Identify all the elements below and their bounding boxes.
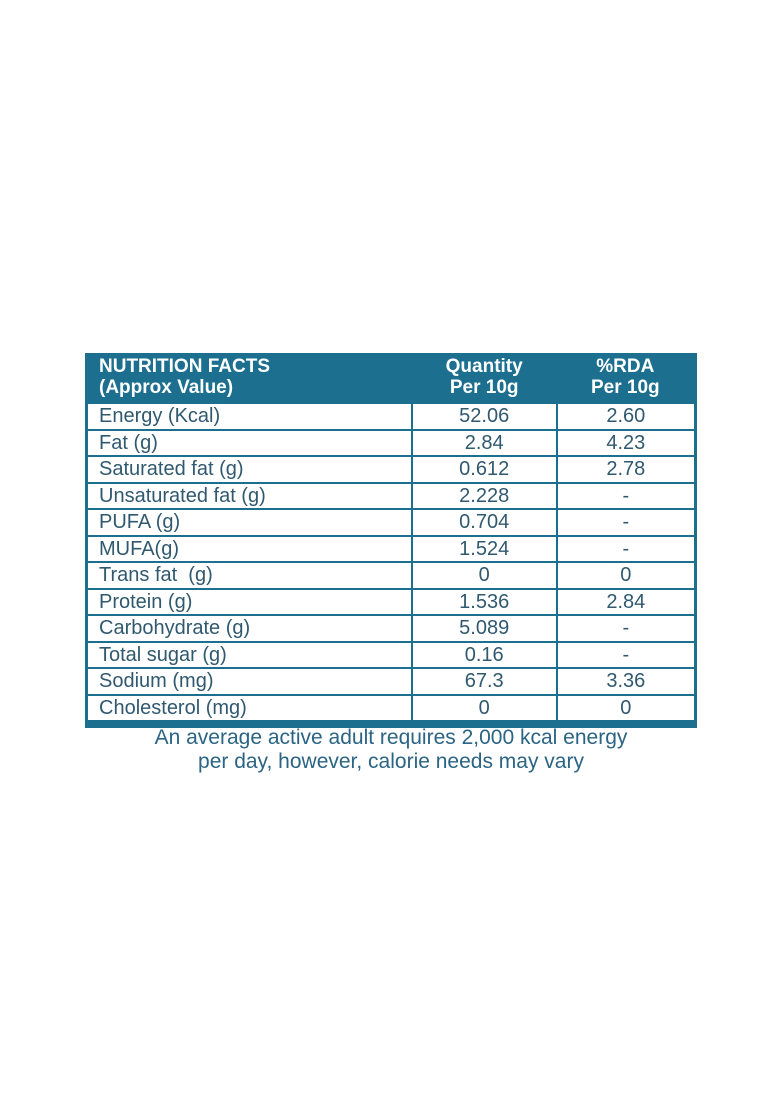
table-row-cholesterol: Cholesterol (mg) 0 0 bbox=[86, 693, 696, 725]
nutrient-rda: 2.84 bbox=[555, 587, 696, 616]
nutrient-label: Energy (Kcal) bbox=[86, 402, 413, 431]
table-row-protein: Protein (g) 1.536 2.84 bbox=[86, 587, 696, 616]
nutrition-table: NUTRITION FACTS (Approx Value) Quantity … bbox=[85, 353, 697, 728]
nutrient-rda: 0 bbox=[555, 693, 696, 725]
nutrient-quantity: 0 bbox=[410, 561, 558, 590]
header-quantity-line1: Quantity bbox=[445, 356, 523, 377]
nutrient-rda: 2.60 bbox=[555, 402, 696, 431]
nutrient-rda: 3.36 bbox=[555, 667, 696, 696]
header-title-line2: (Approx Value) bbox=[99, 377, 234, 398]
table-row-mufa: MUFA(g) 1.524 - bbox=[86, 534, 696, 563]
nutrient-quantity: 0.704 bbox=[410, 508, 558, 537]
nutrient-label: Fat (g) bbox=[86, 428, 413, 457]
table-row-saturated-fat: Saturated fat (g) 0.612 2.78 bbox=[86, 455, 696, 484]
nutrient-quantity: 0.16 bbox=[410, 640, 558, 669]
header-rda-line1: %RDA bbox=[596, 356, 655, 377]
nutrient-quantity: 5.089 bbox=[410, 614, 558, 643]
header-nutrition-facts: NUTRITION FACTS (Approx Value) bbox=[86, 353, 412, 403]
nutrient-quantity: 0.612 bbox=[410, 455, 558, 484]
nutrient-quantity: 67.3 bbox=[410, 667, 558, 696]
table-row-fat: Fat (g) 2.84 4.23 bbox=[86, 428, 696, 457]
nutrient-rda: 0 bbox=[555, 561, 696, 590]
header-rda-line2: Per 10g bbox=[590, 377, 660, 398]
nutrient-label: PUFA (g) bbox=[86, 508, 413, 537]
table-row-pufa: PUFA (g) 0.704 - bbox=[86, 508, 696, 537]
table-row-total-sugar: Total sugar (g) 0.16 - bbox=[86, 640, 696, 669]
nutrient-label: Carbohydrate (g) bbox=[86, 614, 413, 643]
nutrient-quantity: 52.06 bbox=[410, 402, 558, 431]
nutrient-rda: - bbox=[555, 614, 696, 643]
nutrient-quantity: 0 bbox=[410, 693, 558, 725]
table-row-trans-fat: Trans fat (g) 0 0 bbox=[86, 561, 696, 590]
disclaimer-line1: An average active adult requires 2,000 k… bbox=[154, 726, 628, 749]
nutrient-rda: - bbox=[555, 640, 696, 669]
table-body: Energy (Kcal) 52.06 2.60 Fat (g) 2.84 4.… bbox=[86, 402, 696, 725]
header-quantity: Quantity Per 10g bbox=[411, 353, 557, 403]
nutrient-label: Protein (g) bbox=[86, 587, 413, 616]
nutrient-label: Saturated fat (g) bbox=[86, 455, 413, 484]
nutrient-label: Sodium (mg) bbox=[86, 667, 413, 696]
nutrient-label: Cholesterol (mg) bbox=[86, 693, 413, 725]
nutrient-quantity: 2.228 bbox=[410, 481, 558, 510]
nutrient-quantity: 1.524 bbox=[410, 534, 558, 563]
header-title-line1: NUTRITION FACTS bbox=[99, 356, 270, 377]
nutrient-quantity: 1.536 bbox=[410, 587, 558, 616]
nutrient-rda: - bbox=[555, 508, 696, 537]
nutrient-label: Trans fat (g) bbox=[86, 561, 413, 590]
table-row-sodium: Sodium (mg) 67.3 3.36 bbox=[86, 667, 696, 696]
nutrition-facts-panel: NUTRITION FACTS (Approx Value) Quantity … bbox=[85, 353, 697, 728]
nutrient-label: Total sugar (g) bbox=[86, 640, 413, 669]
header-rda: %RDA Per 10g bbox=[556, 353, 696, 403]
nutrient-quantity: 2.84 bbox=[410, 428, 558, 457]
table-row-unsaturated-fat: Unsaturated fat (g) 2.228 - bbox=[86, 481, 696, 510]
table-header-row: NUTRITION FACTS (Approx Value) Quantity … bbox=[86, 353, 696, 403]
table-row-carbohydrate: Carbohydrate (g) 5.089 - bbox=[86, 614, 696, 643]
nutrient-rda: 2.78 bbox=[555, 455, 696, 484]
nutrient-rda: 4.23 bbox=[555, 428, 696, 457]
nutrient-label: Unsaturated fat (g) bbox=[86, 481, 413, 510]
table-header: NUTRITION FACTS (Approx Value) Quantity … bbox=[86, 353, 696, 403]
header-quantity-line2: Per 10g bbox=[449, 377, 519, 398]
nutrient-label: MUFA(g) bbox=[86, 534, 413, 563]
calorie-disclaimer: An average active adult requires 2,000 k… bbox=[85, 726, 697, 774]
table-row-energy: Energy (Kcal) 52.06 2.60 bbox=[86, 402, 696, 431]
disclaimer-line2: per day, however, calorie needs may vary bbox=[198, 750, 584, 773]
nutrient-rda: - bbox=[555, 481, 696, 510]
nutrient-rda: - bbox=[555, 534, 696, 563]
